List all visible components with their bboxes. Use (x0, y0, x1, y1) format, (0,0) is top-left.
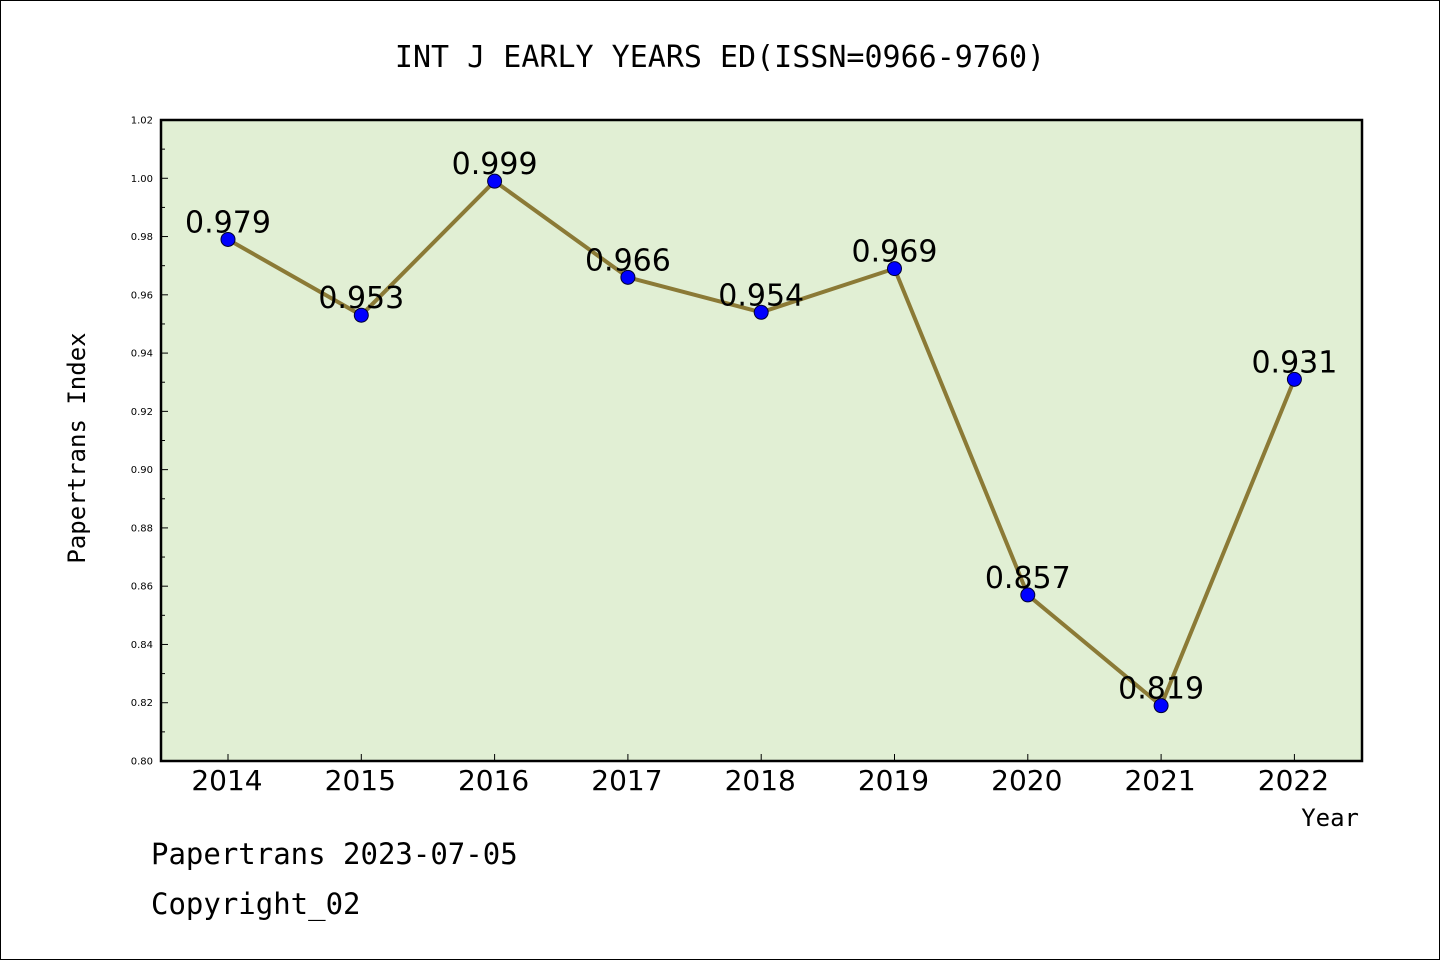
data-label: 0.999 (452, 147, 538, 182)
data-label: 0.969 (852, 235, 938, 270)
data-point (1020, 587, 1036, 603)
data-point (487, 173, 503, 189)
data-label: 0.819 (1118, 672, 1204, 707)
footer-copyright: Copyright_02 (151, 887, 361, 921)
plot-area (159, 118, 1364, 763)
x-axis: 2014 2015 2016 2017 2018 2019 2020 2021 2022 (191, 754, 1329, 797)
data-point (220, 231, 236, 247)
y-tick-label: 0.80 (131, 757, 153, 768)
y-tick-label: 0.96 (131, 290, 153, 301)
data-point (1286, 371, 1302, 387)
y-tick-label: 1.00 (131, 174, 153, 185)
data-label: 0.857 (985, 561, 1071, 596)
y-tick-label: 0.84 (131, 640, 153, 651)
y-tick-label: 0.86 (131, 582, 153, 593)
data-label: 0.954 (718, 278, 804, 313)
data-point (753, 304, 769, 320)
series-group (220, 173, 1302, 714)
y-tick-label: 0.94 (131, 349, 153, 360)
data-point (353, 307, 369, 323)
y-axis: 0.80 0.82 0.84 0.86 0.88 0.90 0.92 0.94 0.96 0.98… (131, 116, 168, 768)
y-tick-label: 1.02 (131, 116, 153, 127)
x-tick-label: 2014 (191, 764, 262, 797)
data-label: 0.979 (185, 205, 271, 240)
data-labels: 0.979 0.953 0.999 0.966 0.954 0.969 0.857 0.819… (185, 147, 1337, 706)
x-tick-label: 2017 (591, 764, 662, 797)
x-axis-title: Year (1301, 804, 1359, 832)
y-axis-title: Papertrans Index (63, 332, 91, 563)
x-tick-label: 2022 (1258, 764, 1329, 797)
y-tick-label: 0.82 (131, 698, 153, 709)
y-tick-label: 0.90 (131, 465, 153, 476)
x-tick-label: 2019 (858, 764, 929, 797)
footer-date: Papertrans 2023-07-05 (151, 837, 518, 871)
x-tick-label: 2021 (1124, 764, 1195, 797)
y-tick-label: 0.88 (131, 523, 153, 534)
x-tick-label: 2016 (458, 764, 529, 797)
data-label: 0.931 (1251, 345, 1337, 380)
y-tick-label: 0.98 (131, 232, 153, 243)
x-tick-label: 2015 (325, 764, 396, 797)
y-tick-label: 0.92 (131, 407, 153, 418)
x-tick-label: 2018 (725, 764, 796, 797)
x-tick-label: 2020 (991, 764, 1062, 797)
data-point (620, 269, 636, 285)
chart-title: INT J EARLY YEARS ED(ISSN=0966-9760) (395, 40, 1045, 75)
data-label: 0.966 (585, 243, 671, 278)
data-point (887, 261, 902, 277)
data-label: 0.953 (318, 281, 404, 316)
data-point (1153, 698, 1169, 714)
